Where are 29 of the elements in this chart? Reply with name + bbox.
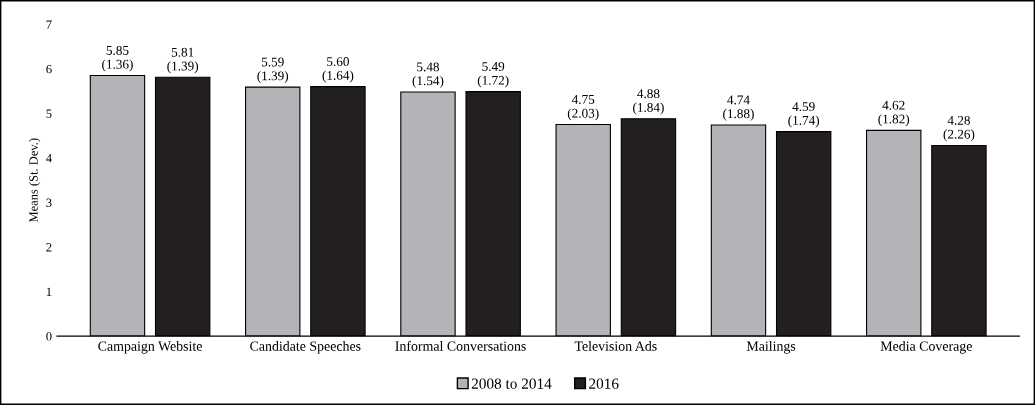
x-tick-label: Mailings [746, 341, 796, 354]
y-tick-label: 1 [46, 287, 52, 296]
x-tick-label: Campaign Website [98, 341, 202, 354]
data-label: 5.49 (1.72) [477, 62, 509, 88]
y-tick-label: 3 [46, 198, 52, 207]
data-label: 4.88 (1.84) [633, 89, 664, 115]
legend-label: 2008 to 2014 [471, 378, 552, 389]
x-tick-label: Media Coverage [880, 341, 972, 354]
y-tick-label: 6 [46, 64, 52, 74]
data-label: 5.59 (1.39) [257, 57, 289, 83]
data-label: 4.62 (1.82) [878, 100, 910, 127]
x-tick-label: Informal Conversations [395, 340, 526, 351]
data-label: 5.81 (1.39) [167, 47, 199, 74]
y-tick-label: 7 [46, 20, 52, 29]
data-label: 4.28 (2.26) [943, 115, 975, 142]
y-tick-label: 2 [46, 243, 52, 252]
data-label: 4.75 (2.03) [567, 95, 599, 121]
data-label: 5.60 (1.64) [322, 57, 354, 83]
y-axis-title: Means (St. Dev.) [28, 138, 41, 223]
y-tick-label: 0 [46, 332, 52, 341]
data-label: 5.48 (1.54) [412, 62, 444, 88]
data-label: 4.74 (1.88) [723, 95, 754, 121]
y-tick-label: 5 [46, 109, 52, 118]
y-tick-label: 4 [46, 154, 52, 163]
x-tick-label: Candidate Speeches [250, 341, 361, 354]
data-label: 4.59 (1.74) [788, 102, 820, 128]
legend-label: 2016 [589, 378, 619, 389]
x-tick-label: Television Ads [574, 341, 657, 351]
data-label: 5.85 (1.36) [102, 45, 133, 72]
